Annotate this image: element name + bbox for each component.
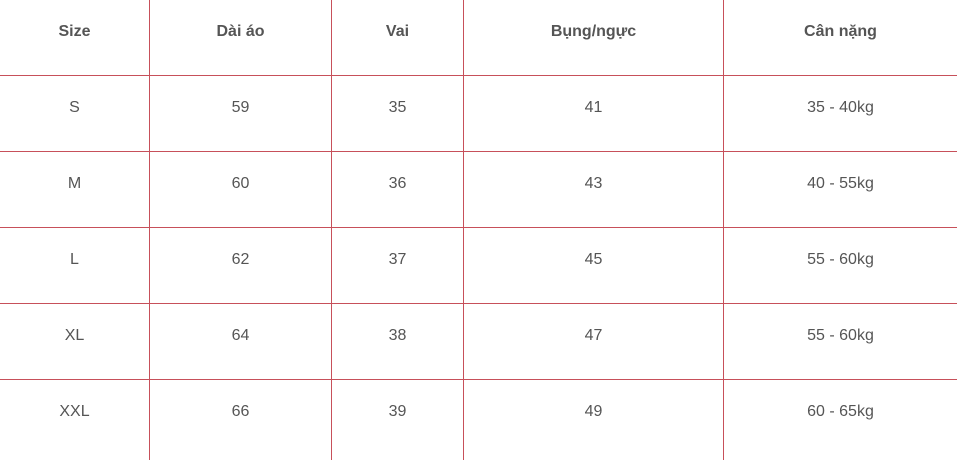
- cell-text: 55 - 60kg: [807, 327, 874, 344]
- header-shoulder-label: Vai: [385, 23, 410, 40]
- table-row: XXL 66 39 49 60 - 65kg: [0, 379, 957, 460]
- cell-waist-chest: 49: [463, 379, 724, 460]
- table-row: L 62 37 45 55 - 60kg: [0, 227, 957, 304]
- cell-waist-chest: 41: [463, 75, 724, 152]
- cell-text: 35: [388, 99, 407, 116]
- cell-text: 55 - 60kg: [807, 251, 874, 268]
- cell-shoulder: 39: [331, 379, 464, 460]
- cell-size: M: [0, 151, 150, 228]
- header-size: Size: [0, 0, 150, 76]
- table-row: XL 64 38 47 55 - 60kg: [0, 303, 957, 380]
- cell-text: 60 - 65kg: [807, 403, 874, 420]
- cell-weight: 55 - 60kg: [723, 303, 957, 380]
- cell-text: 60: [231, 175, 250, 192]
- cell-text: 38: [388, 327, 407, 344]
- cell-length: 66: [149, 379, 332, 460]
- cell-text: S: [69, 99, 80, 116]
- cell-text: 66: [231, 403, 250, 420]
- cell-waist-chest: 45: [463, 227, 724, 304]
- cell-text: M: [67, 175, 82, 192]
- cell-text: XXL: [59, 403, 90, 420]
- cell-weight: 40 - 55kg: [723, 151, 957, 228]
- cell-size: S: [0, 75, 150, 152]
- header-weight: Cân nặng: [723, 0, 957, 76]
- header-length-label: Dài áo: [216, 23, 265, 40]
- cell-text: XL: [64, 327, 85, 344]
- cell-shoulder: 35: [331, 75, 464, 152]
- header-shoulder: Vai: [331, 0, 464, 76]
- cell-size: XL: [0, 303, 150, 380]
- table-row: S 59 35 41 35 - 40kg: [0, 75, 957, 152]
- cell-text: L: [70, 251, 79, 268]
- cell-weight: 55 - 60kg: [723, 227, 957, 304]
- cell-text: 43: [584, 175, 603, 192]
- cell-weight: 35 - 40kg: [723, 75, 957, 152]
- cell-length: 59: [149, 75, 332, 152]
- cell-weight: 60 - 65kg: [723, 379, 957, 460]
- cell-text: 41: [584, 99, 603, 116]
- cell-text: 62: [231, 251, 250, 268]
- cell-text: 40 - 55kg: [807, 175, 874, 192]
- cell-waist-chest: 47: [463, 303, 724, 380]
- header-weight-label: Cân nặng: [804, 23, 877, 40]
- cell-text: 45: [584, 251, 603, 268]
- cell-size: L: [0, 227, 150, 304]
- header-waist-chest-label: Bụng/ngực: [550, 23, 637, 40]
- cell-length: 62: [149, 227, 332, 304]
- cell-text: 64: [231, 327, 250, 344]
- cell-text: 37: [388, 251, 407, 268]
- cell-shoulder: 38: [331, 303, 464, 380]
- cell-waist-chest: 43: [463, 151, 724, 228]
- header-waist-chest: Bụng/ngực: [463, 0, 724, 76]
- header-size-label: Size: [58, 23, 91, 40]
- cell-size: XXL: [0, 379, 150, 460]
- cell-length: 60: [149, 151, 332, 228]
- table-row: M 60 36 43 40 - 55kg: [0, 151, 957, 228]
- header-length: Dài áo: [149, 0, 332, 76]
- cell-text: 36: [388, 175, 407, 192]
- cell-text: 47: [584, 327, 603, 344]
- table-header-row: Size Dài áo Vai Bụng/ngực Cân nặng: [0, 0, 957, 76]
- cell-text: 39: [388, 403, 407, 420]
- cell-text: 35 - 40kg: [807, 99, 874, 116]
- cell-text: 59: [231, 99, 250, 116]
- cell-shoulder: 36: [331, 151, 464, 228]
- cell-shoulder: 37: [331, 227, 464, 304]
- cell-length: 64: [149, 303, 332, 380]
- cell-text: 49: [584, 403, 603, 420]
